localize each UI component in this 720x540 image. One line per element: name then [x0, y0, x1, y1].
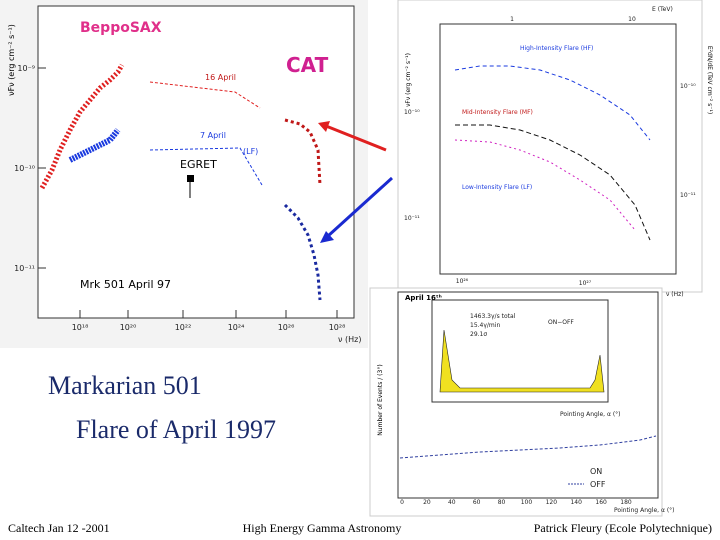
y-axis-label: νFν (erg cm⁻² s⁻¹) [7, 24, 16, 96]
top-tick-label: 10 [628, 16, 636, 23]
link-arrowhead [318, 121, 330, 132]
alpha-frame [397, 291, 659, 499]
y-tick-label: 10⁻¹¹ [14, 264, 35, 273]
y-axis-label: νFν (erg cm⁻² s⁻¹) [405, 53, 412, 107]
cat-frame [439, 23, 677, 275]
inset-stat: 15.4γ/min [470, 322, 500, 329]
date-label: 7 April [200, 131, 226, 140]
annotation-arrow [149, 147, 263, 186]
egret-point [187, 175, 194, 182]
footer-right: Patrick Fleury (Ecole Polytechnique) [534, 521, 712, 535]
series-label: High-Intensity Flare (HF) [520, 45, 593, 52]
inset-frame [431, 299, 609, 403]
sed-frame [37, 5, 355, 319]
egret-label: EGRET [180, 158, 217, 171]
link-arrow [325, 124, 387, 152]
series-label: Low-Intensity Flare (LF) [462, 184, 532, 191]
right-tick-label: 10⁻¹⁰ [680, 83, 696, 90]
x-tick-label: 10²⁴ [228, 323, 245, 332]
annotation-arrow [149, 81, 261, 109]
y-tick-label: 10⁻¹¹ [404, 215, 420, 222]
x-tick-label: 20 [423, 499, 431, 506]
footer-left: Caltech Jan 12 -2001 [8, 521, 110, 535]
inset-stat: 29.1σ [470, 331, 487, 338]
footer-center: High Energy Gamma Astronomy [243, 521, 402, 535]
slide-title: Markarian 501 [48, 371, 202, 400]
cat-panel [397, 0, 703, 293]
date-label: (LF) [243, 147, 258, 156]
inset-histogram [439, 329, 605, 393]
hf-points [454, 65, 651, 141]
y-axis-label: Number of Events / (3°) [377, 364, 384, 435]
top-axis-label: E (TeV) [652, 6, 673, 13]
inset-label: ON−OFF [548, 319, 574, 326]
date-label: 16 April [205, 73, 236, 82]
x-tick-label: 60 [473, 499, 481, 506]
x-tick-label: 10²⁸ [329, 323, 346, 332]
x-tick-label: 40 [448, 499, 456, 506]
legend-entry: OFF [590, 480, 606, 489]
link-arrowhead [320, 231, 334, 243]
mf-points [455, 124, 651, 241]
slide-title: Flare of April 1997 [76, 415, 276, 444]
x-tick-label: 0 [400, 499, 404, 506]
y-tick-label: 10⁻¹⁰ [404, 109, 420, 116]
alpha-title: April 16ᵗʰ [405, 294, 442, 302]
series-label: Mid-Intensity Flare (MF) [462, 109, 533, 116]
y-tick-label: 10⁻¹⁰ [14, 164, 35, 173]
cat-blue-points [283, 203, 322, 301]
x-axis-label: Pointing Angle, α (°) [614, 507, 675, 514]
cat-label: CAT [286, 53, 329, 77]
x-tick-label: 10²² [175, 323, 192, 332]
link-arrow [326, 176, 394, 238]
x-tick-label: 180 [620, 499, 632, 506]
lf-points [454, 139, 636, 231]
x-tick-label: 10²⁶ [278, 323, 295, 332]
instrument-label: BeppoSAX [80, 20, 162, 36]
right-axis-label: E²dN/dE (TeV cm⁻² s⁻¹) [706, 46, 713, 114]
inset-stat: 1463.3γ/s total [470, 313, 516, 320]
sed-axis-ticks [38, 67, 338, 318]
x-axis-label: ν (Hz) [666, 291, 684, 298]
source-label: Mrk 501 April 97 [80, 278, 171, 291]
sed-red-points [39, 63, 125, 190]
x-tick-label: 140 [570, 499, 582, 506]
x-axis-label: ν (Hz) [338, 335, 361, 344]
legend-entry: ON [590, 467, 602, 476]
top-tick-label: 1 [510, 16, 514, 23]
x-tick-label: 80 [498, 499, 506, 506]
on-off-points [399, 435, 657, 459]
x-tick-label: 160 [595, 499, 607, 506]
inset-x-label: Pointing Angle, α (°) [560, 411, 621, 418]
x-tick-label: 10²⁶ [456, 278, 469, 285]
x-tick-label: 10¹⁸ [72, 323, 89, 332]
x-tick-label: 100 [521, 499, 533, 506]
y-tick-label: 10⁻⁹ [17, 64, 35, 73]
x-tick-label: 10²⁷ [579, 280, 592, 287]
sed-blue-points [68, 128, 121, 163]
x-tick-label: 10²⁰ [120, 323, 137, 332]
right-tick-label: 10⁻¹¹ [680, 192, 696, 199]
x-tick-label: 120 [546, 499, 558, 506]
